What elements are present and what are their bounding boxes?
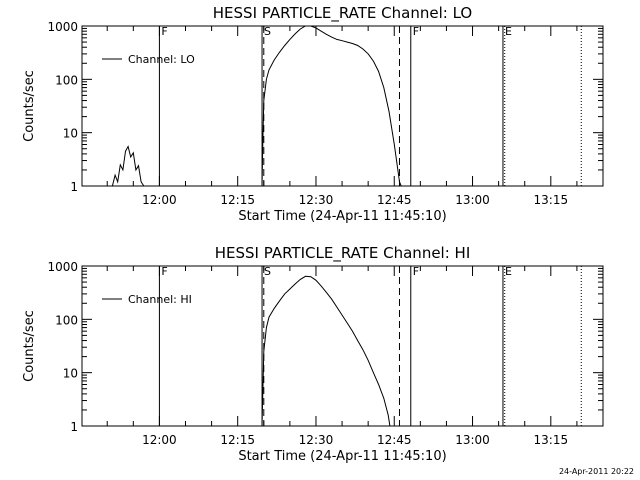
panel-channel-lo: HESSI PARTICLE_RATE Channel: LO 12:00 12:1… [22,4,604,224]
y-tick-label: 100 [55,313,78,327]
flag-marker-label: S [264,265,271,278]
flag-marker-label: F [413,265,419,278]
flag-marker-label: F [161,265,167,278]
series-line [261,25,402,187]
x-tick-label: 12:30 [299,433,334,447]
plot-frame [81,25,604,187]
plot-frame [81,265,604,427]
y-tick-label: 1000 [47,20,78,34]
x-tick-label: 13:15 [534,193,569,207]
legend-label: Channel: LO [128,53,195,66]
chart-title: HESSI PARTICLE_RATE Channel: LO [213,4,472,23]
series-line [111,145,145,187]
legend-label: Channel: HI [128,293,192,306]
x-tick-label: 12:30 [299,193,334,207]
x-axis-label: Start Time (24-Apr-11 11:45:10) [238,209,446,224]
y-tick-label: 10 [63,367,78,381]
y-tick-label: 1000 [47,260,78,274]
x-tick-label: 12:15 [220,433,255,447]
y-axis-label: Counts/sec [22,70,37,142]
x-tick-label: 12:00 [142,433,177,447]
x-tick-label: 12:45 [377,193,412,207]
series-line [261,275,391,427]
y-tick-label: 100 [55,73,78,87]
y-tick-label: 1 [70,420,78,434]
x-tick-label: 12:15 [220,193,255,207]
x-tick-label: 13:00 [455,193,490,207]
chart-title: HESSI PARTICLE_RATE Channel: HI [215,244,471,263]
flag-marker-label: S [264,25,271,38]
flag-marker-label: F [161,25,167,38]
flag-marker-label: E [505,265,512,278]
panel-channel-hi: HESSI PARTICLE_RATE Channel: HI 12:00 12:1… [22,244,604,464]
x-tick-label: 12:00 [142,193,177,207]
x-tick-label: 13:00 [455,433,490,447]
x-tick-label: 13:15 [534,433,569,447]
footer-timestamp: 24-Apr-2011 20:22 [559,467,634,476]
x-axis-label: Start Time (24-Apr-11 11:45:10) [238,449,446,464]
y-axis-label: Counts/sec [22,310,37,382]
y-tick-label: 10 [63,127,78,141]
x-tick-label: 12:45 [377,433,412,447]
y-tick-label: 1 [70,180,78,194]
flag-marker-label: E [505,25,512,38]
flag-marker-label: F [413,25,419,38]
